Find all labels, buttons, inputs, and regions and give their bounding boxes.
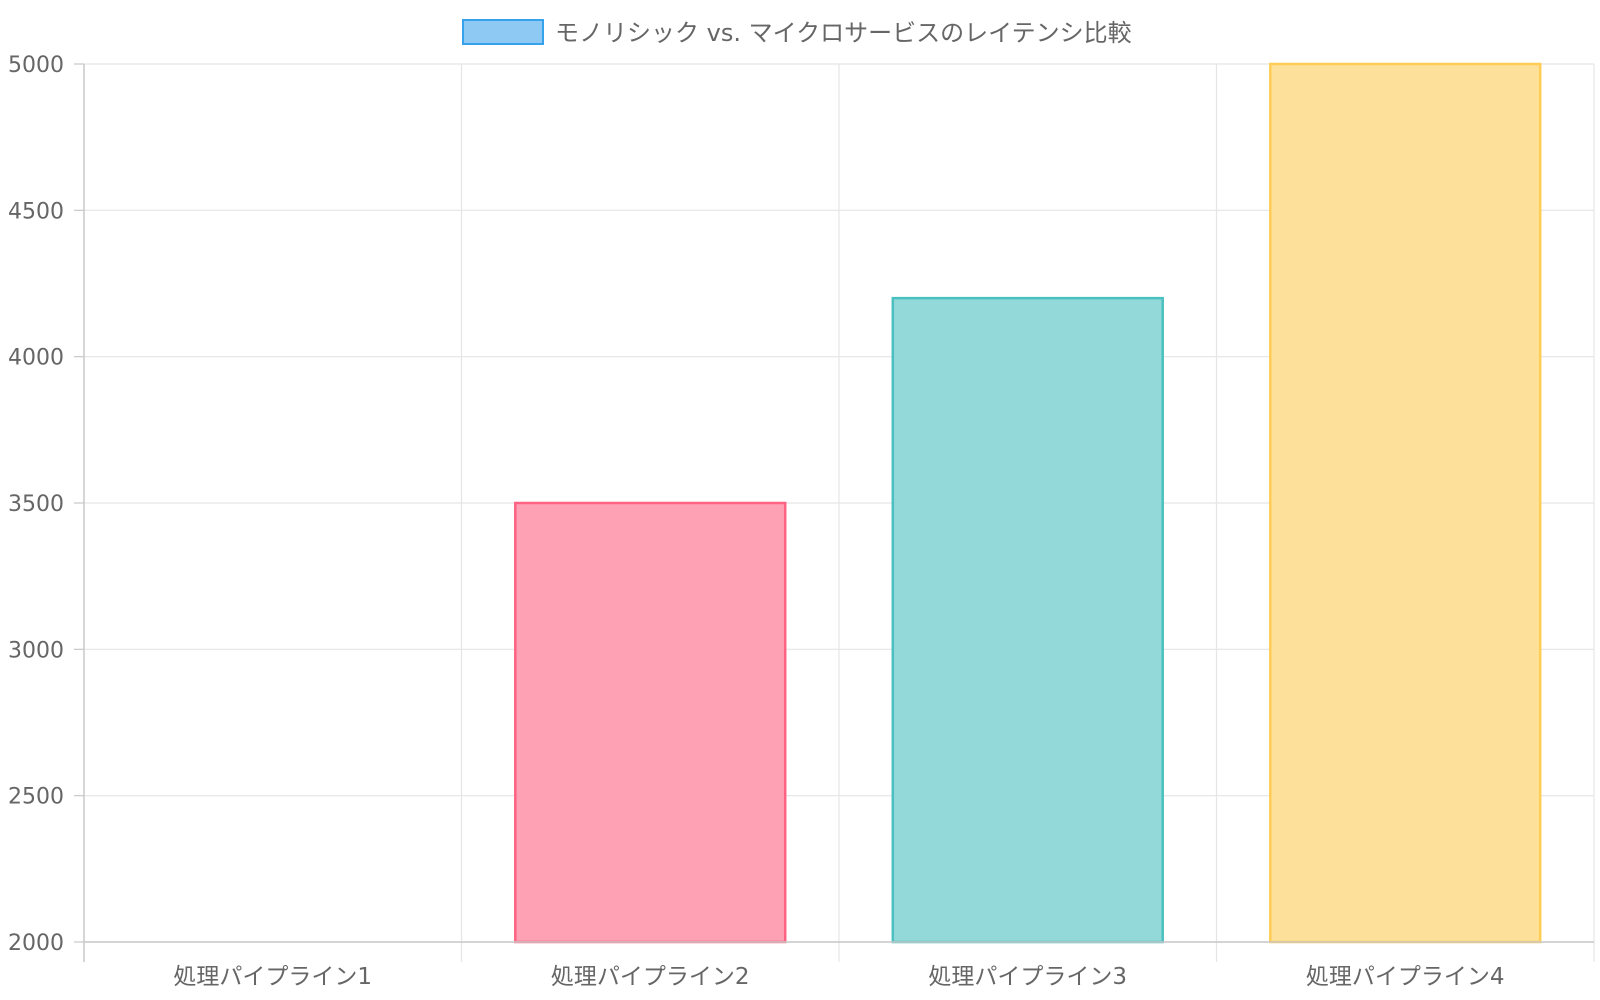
y-tick-label: 3500 bbox=[8, 492, 64, 517]
x-category-label: 処理パイプライン3 bbox=[928, 964, 1127, 990]
grid-lines bbox=[84, 63, 1595, 962]
y-tick-label: 4000 bbox=[8, 346, 64, 371]
y-tick-label: 2500 bbox=[8, 785, 64, 810]
y-axis-tick-labels: 2000 2500 3000 3500 4000 4500 5000 bbox=[8, 53, 64, 956]
bars bbox=[514, 62, 1542, 944]
x-category-label: 処理パイプライン1 bbox=[173, 964, 372, 990]
y-tick-label: 4500 bbox=[8, 199, 64, 224]
axes bbox=[74, 63, 1594, 962]
x-axis-category-labels: 処理パイプライン1 処理パイプライン2 処理パイプライン3 処理パイプライン4 bbox=[173, 964, 1504, 990]
y-tick-label: 3000 bbox=[8, 638, 64, 663]
legend[interactable]: モノリシック vs. マイクロサービスのレイテンシ比較 bbox=[462, 19, 1132, 47]
bar-4[interactable] bbox=[1269, 62, 1542, 944]
legend-swatch[interactable] bbox=[462, 19, 544, 45]
legend-label[interactable]: モノリシック vs. マイクロサービスのレイテンシ比較 bbox=[555, 19, 1132, 47]
x-category-label: 処理パイプライン2 bbox=[551, 964, 750, 990]
y-tick-label: 5000 bbox=[8, 53, 64, 78]
y-tick-label: 2000 bbox=[8, 931, 64, 956]
bar-3[interactable] bbox=[891, 296, 1164, 944]
x-category-label: 処理パイプライン4 bbox=[1306, 964, 1505, 990]
bar-2[interactable] bbox=[514, 501, 787, 944]
